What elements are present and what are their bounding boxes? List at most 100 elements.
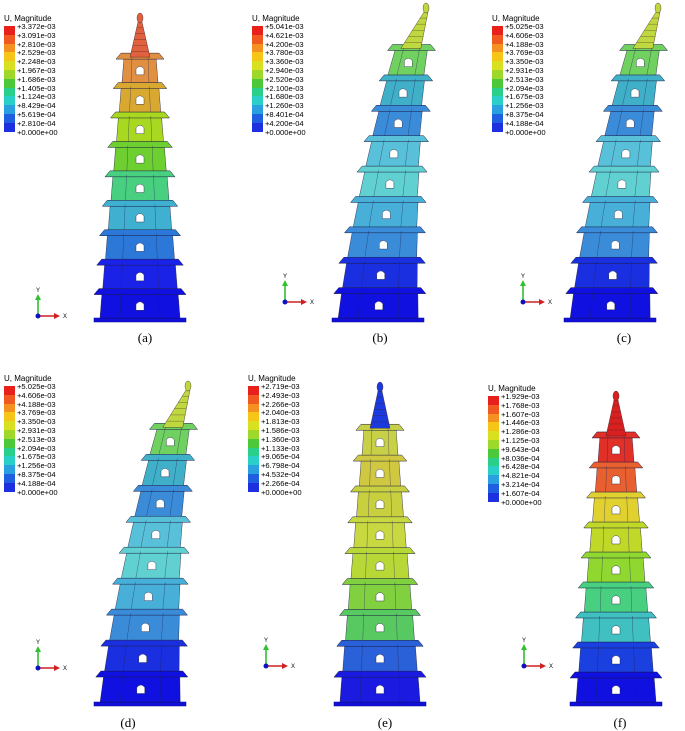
legend-value: +4.200e-04: [265, 118, 304, 128]
pagoda-window: [375, 468, 385, 478]
legend-value: +4.188e-03: [17, 399, 56, 409]
pagoda-tier: [356, 489, 404, 518]
pagoda-tier: [359, 169, 420, 197]
pagoda-window: [151, 530, 161, 539]
pagoda-eave: [107, 141, 173, 148]
pagoda-window: [382, 209, 391, 219]
legend-swatch: [488, 439, 499, 449]
pagoda-eave: [341, 578, 419, 585]
legend-colorbar: [248, 386, 259, 492]
pagoda-tier: [149, 427, 190, 455]
pagoda-window: [375, 530, 385, 540]
pagoda-eave: [574, 611, 658, 619]
pagoda-eave: [109, 111, 171, 119]
pagoda-tier: [345, 613, 415, 641]
pagoda-spire: [605, 399, 627, 437]
pagoda-eave: [569, 671, 663, 679]
legend-swatch: [4, 429, 15, 439]
legend-swatch: [4, 87, 15, 97]
pagoda-tier: [348, 582, 412, 610]
pagoda-eave: [115, 52, 165, 60]
panel-caption-d: (d): [120, 715, 136, 730]
legend-value: +1.607e-03: [501, 409, 540, 419]
legend-title: U, Magnitude: [4, 14, 52, 23]
legend-value: +8.375e-04: [505, 110, 544, 119]
pagoda-window: [404, 58, 413, 67]
pagoda-spire: [400, 11, 429, 49]
legend-value: +8.036e-04: [501, 453, 540, 463]
pagoda-window: [135, 213, 145, 223]
legend-swatch: [4, 78, 15, 88]
pagoda-eave: [350, 196, 427, 203]
pagoda-eave: [355, 423, 405, 431]
legend-swatch: [252, 61, 263, 70]
pagoda-window: [135, 95, 145, 105]
pagoda-eave: [96, 258, 184, 266]
legend-colorbar: [488, 396, 499, 502]
pagoda-window: [135, 66, 145, 76]
legend-swatch: [492, 113, 503, 123]
legend-value: +1.929e-03: [501, 392, 540, 401]
legend-swatch: [4, 61, 15, 70]
legend-value: +5.025e-03: [505, 22, 544, 31]
pagoda-tier: [569, 291, 651, 319]
pagoda-eave: [333, 670, 427, 678]
pagoda-eave: [98, 229, 182, 236]
legend-value: +2.810e-04: [17, 118, 56, 128]
pagoda-tier: [581, 615, 651, 643]
legend-swatch: [248, 403, 259, 413]
pagoda-window: [135, 301, 145, 311]
legend-value: +1.675e-03: [505, 92, 544, 102]
pagoda-window: [385, 179, 395, 189]
pagoda-tier: [578, 645, 654, 673]
legend-swatch: [4, 447, 15, 457]
legend-title: U, Magnitude: [248, 374, 296, 383]
legend-swatch: [488, 466, 499, 476]
legend-value: +2.940e-03: [265, 66, 304, 75]
legend-swatch: [252, 26, 263, 35]
legend-value: +2.810e-03: [17, 39, 56, 49]
pagoda-eave: [140, 454, 196, 461]
axis-triad: YX: [282, 274, 314, 306]
pagoda-window: [630, 88, 640, 98]
pagoda-finial: [376, 381, 384, 393]
pagoda-tier: [579, 230, 650, 258]
legend-value: +8.401e-04: [265, 110, 304, 119]
legend-value: +1.256e-03: [17, 461, 56, 471]
legend-swatch: [488, 404, 499, 414]
legend-swatch: [488, 492, 499, 502]
pagoda-eave: [577, 581, 655, 589]
panel-caption-e: (e): [377, 715, 393, 730]
pagoda-window: [394, 118, 403, 128]
legend-value: +0.000e+00: [261, 487, 302, 497]
legend-swatch: [248, 386, 259, 395]
pagoda-window: [375, 437, 385, 447]
legend-value: +4.188e-04: [505, 118, 544, 128]
pagoda-tier: [121, 56, 159, 83]
pagoda-window: [147, 560, 157, 570]
legend-swatch: [252, 52, 263, 62]
axis-x-label: X: [63, 314, 67, 320]
pagoda-window: [135, 154, 145, 164]
legend-title: U, Magnitude: [492, 14, 540, 23]
legend-swatch: [252, 113, 263, 123]
pagoda-window: [621, 149, 631, 159]
pagoda-spire: [129, 21, 151, 58]
legend-swatch: [488, 475, 499, 484]
pagoda-window: [375, 592, 385, 602]
legend-value: +9.065e-04: [261, 452, 300, 462]
legend-title: U, Magnitude: [488, 384, 536, 393]
pagoda-window: [375, 623, 385, 633]
legend-value: +6.428e-04: [501, 462, 540, 472]
pagoda-eave: [363, 135, 430, 142]
pagoda-finial: [654, 2, 662, 14]
legend-value: +3.780e-03: [265, 48, 304, 58]
legend-colorbar: [4, 26, 15, 132]
legend-colorbar: [492, 26, 503, 132]
legend-swatch: [248, 482, 259, 492]
legend-swatch: [252, 87, 263, 97]
legend-value: +4.200e-03: [265, 39, 304, 49]
axis-y-label: Y: [264, 638, 268, 644]
legend-value: +1.260e-03: [265, 101, 304, 111]
pagoda-window: [376, 270, 385, 280]
